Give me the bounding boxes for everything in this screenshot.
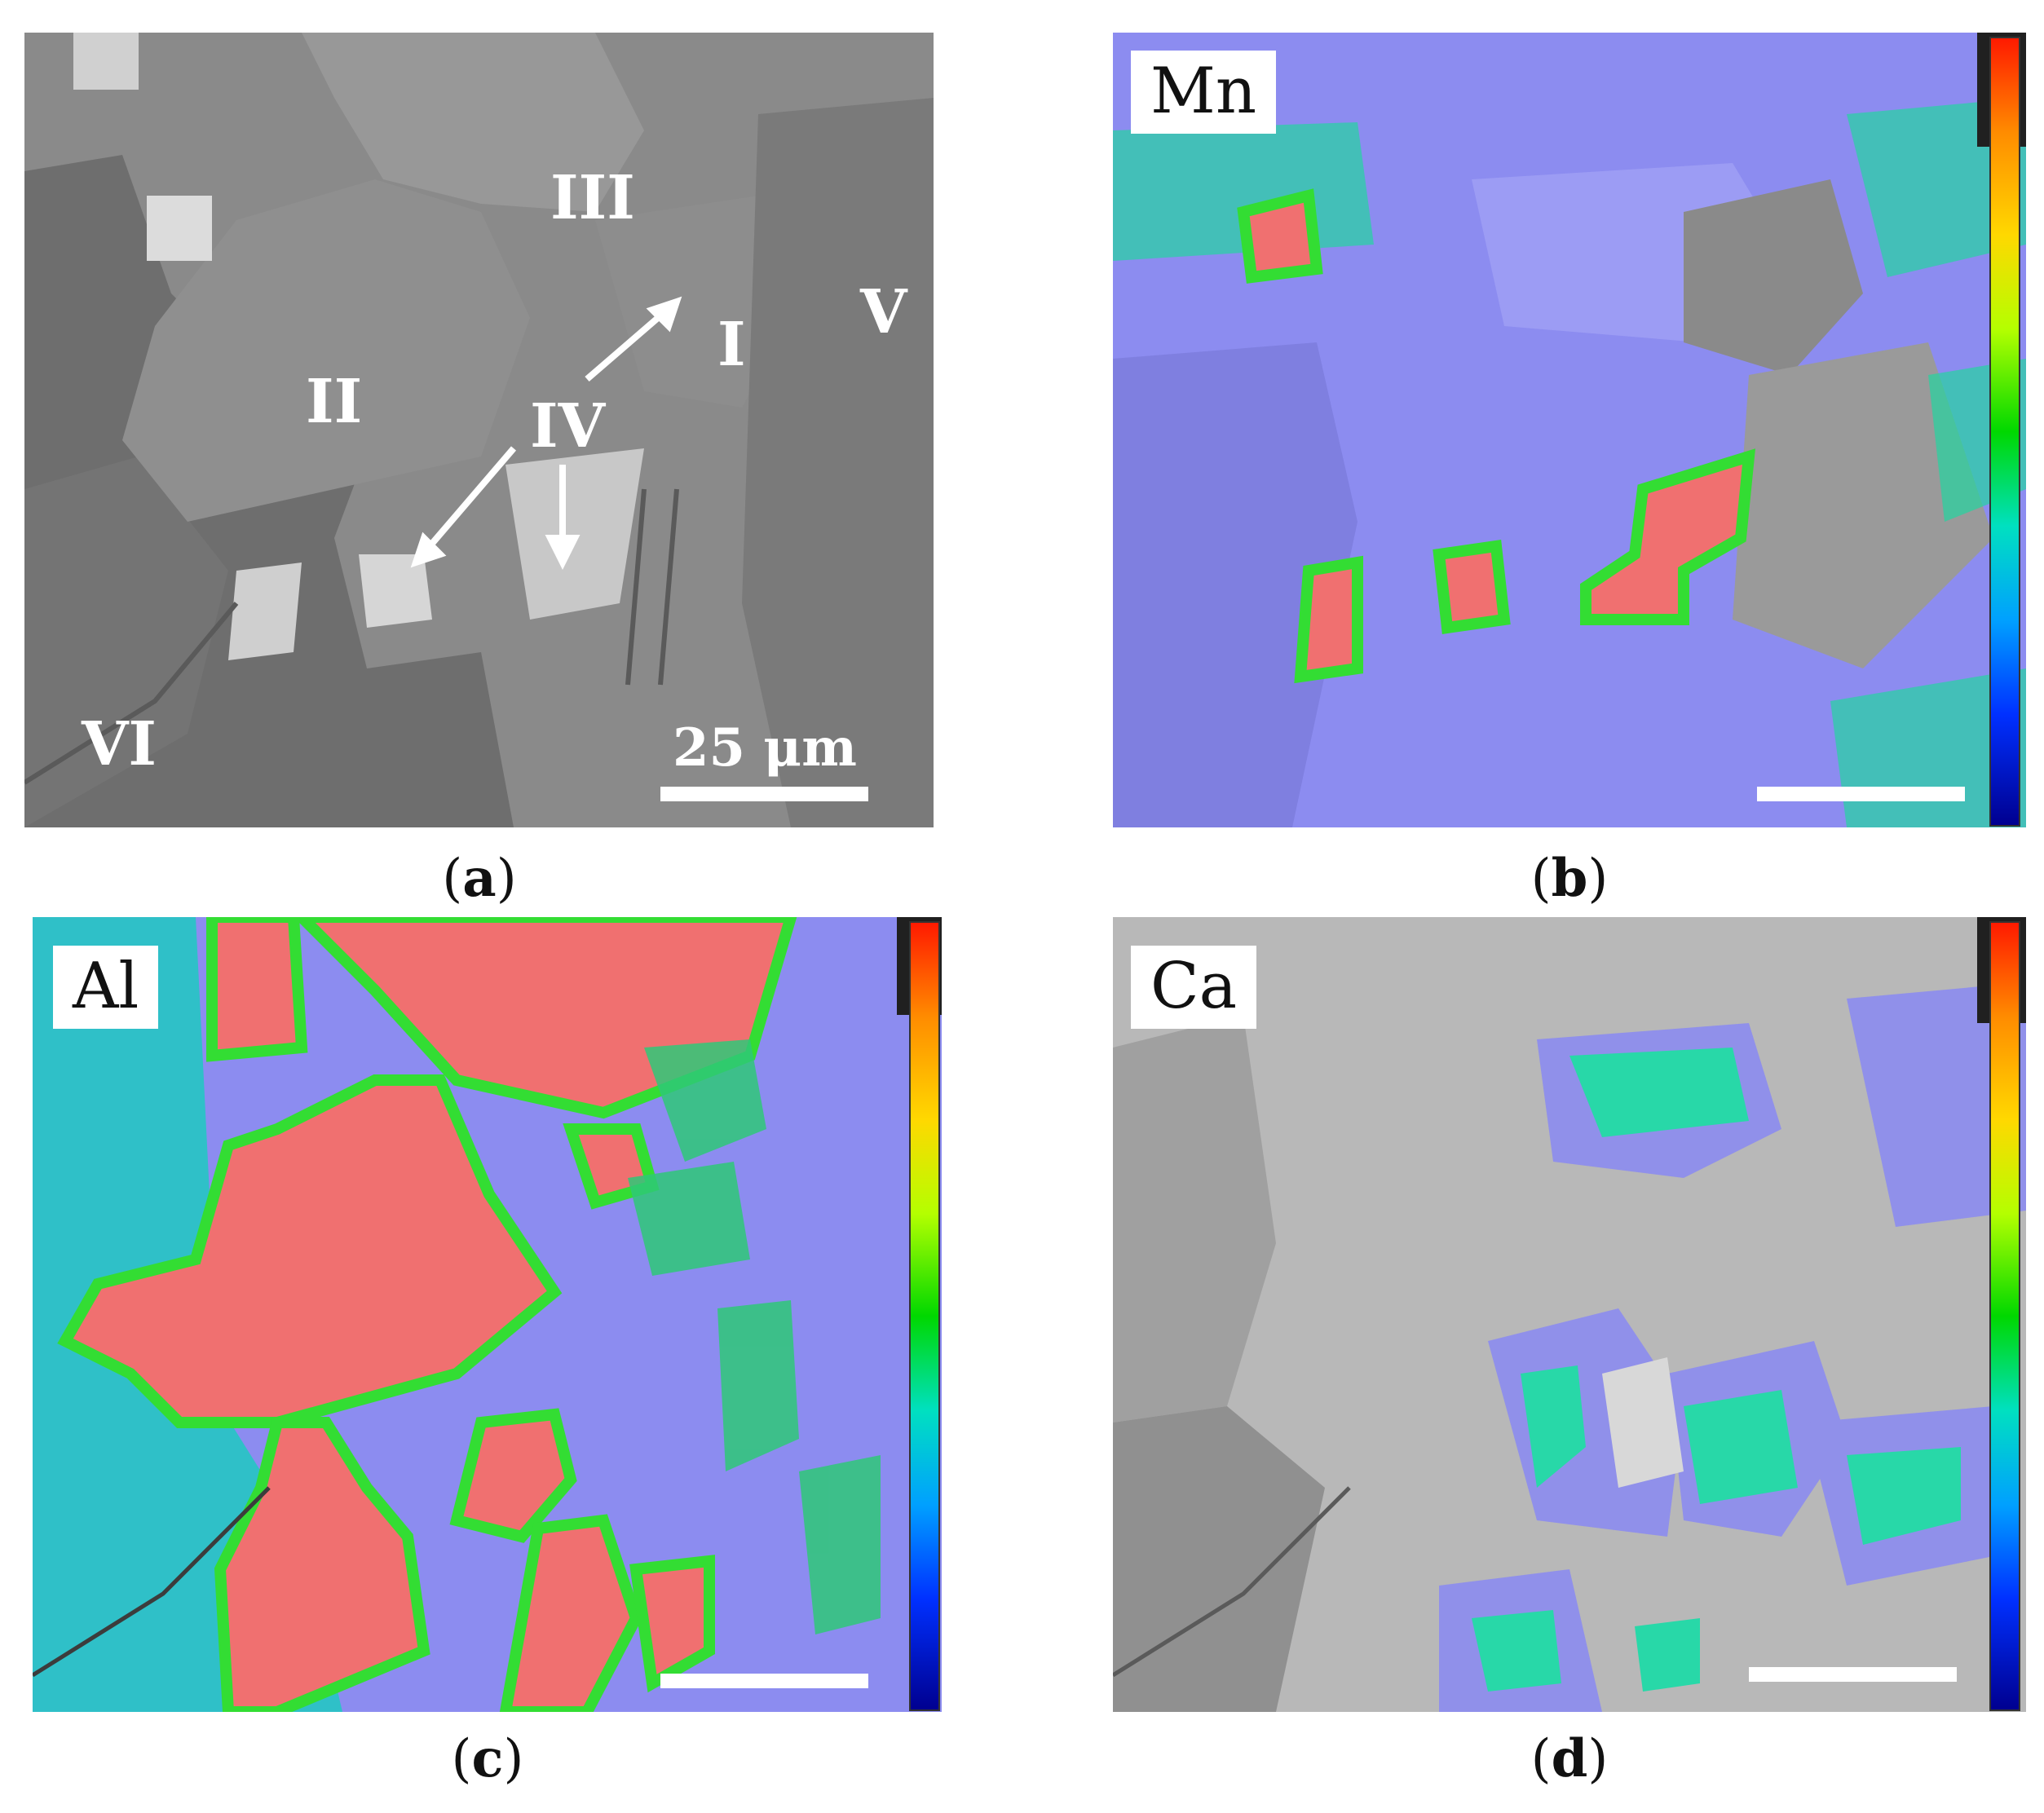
region-label-iii: III — [550, 163, 635, 233]
region-label-ii: II — [306, 367, 363, 437]
ca-map — [1113, 917, 2026, 1712]
region-label-vi: VI — [82, 709, 157, 779]
sem-image-panel: III I V II IV VI 25 μm — [24, 33, 934, 827]
al-map — [33, 917, 942, 1712]
mn-map-panel: Mn — [1113, 33, 2026, 827]
sem-image — [24, 33, 934, 827]
colorbar — [909, 921, 940, 1711]
scale-bar — [1757, 787, 1965, 801]
region-label-iv: IV — [530, 391, 606, 461]
element-label-mn: Mn — [1131, 51, 1277, 134]
ca-map-panel: Ca — [1113, 917, 2026, 1712]
scale-bar — [1749, 1667, 1957, 1682]
scale-bar-label: 25 μm — [673, 717, 857, 779]
scale-bar — [660, 787, 868, 801]
scale-bar — [660, 1674, 868, 1688]
element-label-ca: Ca — [1131, 946, 1257, 1029]
caption-b: (b) — [1530, 848, 1609, 909]
al-map-panel: Al — [33, 917, 942, 1712]
region-label-v: V — [860, 277, 907, 347]
element-label-al: Al — [53, 946, 159, 1029]
colorbar — [1989, 921, 2020, 1711]
mn-map — [1113, 33, 2026, 827]
caption-c: (c) — [451, 1728, 524, 1789]
colorbar — [1989, 37, 2020, 827]
region-label-i: I — [717, 310, 746, 380]
caption-a: (a) — [442, 848, 517, 909]
caption-d: (d) — [1530, 1728, 1609, 1789]
